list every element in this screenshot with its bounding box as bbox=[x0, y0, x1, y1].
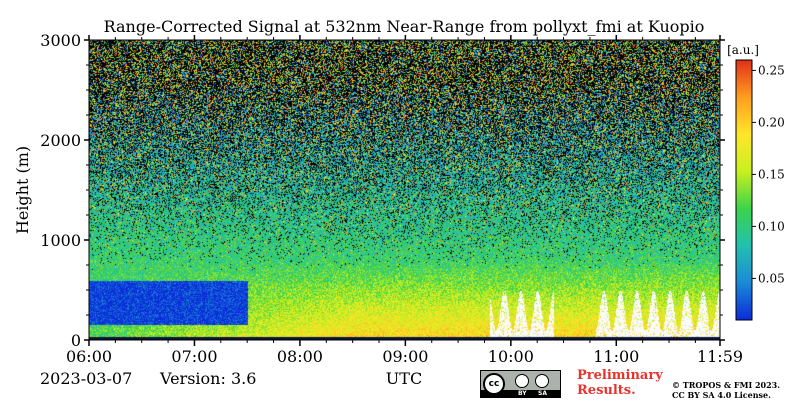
colorbar-tick-label: 0.25 bbox=[758, 63, 785, 77]
colorbar-tick-label: 0.05 bbox=[758, 271, 785, 285]
y-tick-label: 3000 bbox=[40, 31, 81, 50]
y-tick-label: 0 bbox=[71, 331, 81, 350]
x-tick-label: 11:00 bbox=[593, 347, 639, 366]
cc-license-badge[interactable]: cc BY SA bbox=[480, 370, 561, 398]
cc-sa-label: SA bbox=[538, 390, 547, 397]
x-tick-label: 07:00 bbox=[171, 347, 217, 366]
x-tick-label: 11:59 bbox=[697, 347, 743, 366]
preliminary-line-1: Preliminary bbox=[577, 368, 663, 383]
sa-sharealike-icon bbox=[535, 374, 549, 388]
cc-by-label: BY bbox=[518, 390, 527, 397]
heatmap-image bbox=[89, 40, 720, 340]
colorbar-ticks: 0.05 0.10 0.15 0.20 0.25 bbox=[752, 63, 785, 285]
copyright-line-2: CC BY SA 4.0 License. bbox=[672, 390, 771, 400]
cc-icon: cc bbox=[483, 373, 505, 395]
chart-title: Range-Corrected Signal at 532nm Near-Ran… bbox=[104, 17, 705, 36]
colorbar-tick-label: 0.20 bbox=[758, 115, 785, 129]
cc-badge-strip bbox=[481, 390, 560, 397]
colorbar bbox=[735, 59, 753, 321]
version-label: Version: 3.6 bbox=[160, 369, 257, 388]
preliminary-line-2: Results. bbox=[577, 383, 636, 398]
x-axis: 06:00 07:00 08:00 09:00 10:00 11:00 11:59 bbox=[66, 35, 743, 366]
by-attribution-icon bbox=[515, 374, 529, 388]
copyright-line-1: © TROPOS & FMI 2023. bbox=[672, 380, 781, 390]
colorbar-tick-label: 0.10 bbox=[758, 219, 785, 233]
y-tick-label: 2000 bbox=[40, 131, 81, 150]
y-axis-label: Height (m) bbox=[13, 146, 32, 234]
preliminary-notice: Preliminary Results. bbox=[577, 368, 677, 398]
x-axis-label: UTC bbox=[386, 369, 422, 388]
date-label: 2023-03-07 bbox=[40, 369, 133, 388]
x-tick-label: 10:00 bbox=[488, 347, 534, 366]
colorbar-tick-label: 0.15 bbox=[758, 167, 785, 181]
y-axis: 0 1000 2000 3000 bbox=[40, 31, 725, 350]
copyright-notice: © TROPOS & FMI 2023. CC BY SA 4.0 Licens… bbox=[672, 380, 800, 400]
colorbar-label: [a.u.] bbox=[727, 43, 759, 57]
x-tick-label: 09:00 bbox=[382, 347, 428, 366]
x-tick-label: 08:00 bbox=[277, 347, 323, 366]
y-tick-label: 1000 bbox=[40, 231, 81, 250]
x-tick-label: 06:00 bbox=[66, 347, 112, 366]
